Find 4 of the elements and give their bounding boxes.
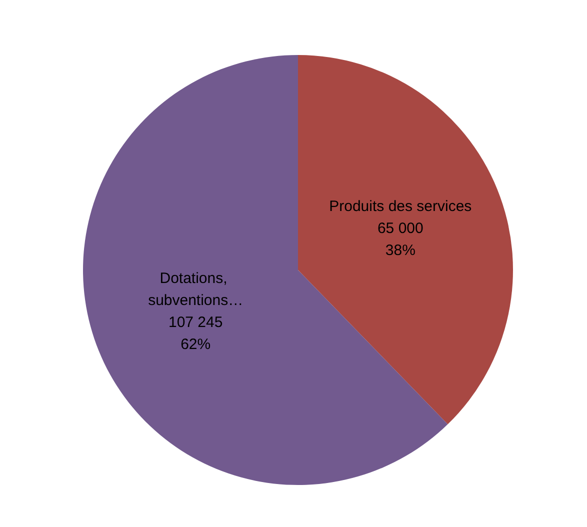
slice-label: Produits des services xyxy=(329,198,472,215)
data-label: 107 245 62% xyxy=(168,314,223,354)
slice-label: Dotations, subventions… xyxy=(148,270,244,310)
data-label: 65 000 38% xyxy=(377,220,424,259)
